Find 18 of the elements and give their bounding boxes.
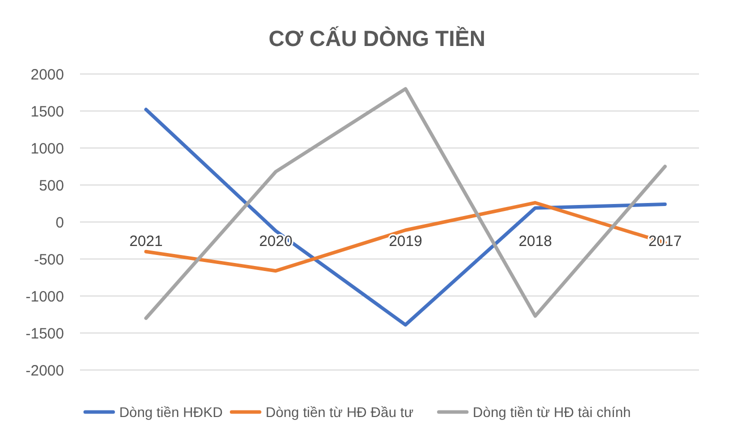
y-tick-label: 1000 (30, 140, 64, 158)
y-tick-label: 500 (38, 177, 64, 194)
y-tick-label: 0 (56, 214, 64, 232)
y-tick-label: 1500 (30, 103, 64, 120)
y-tick-label: -1000 (26, 288, 64, 306)
x-tick-label: 2018 (518, 233, 552, 250)
y-tick-label: 2000 (30, 66, 64, 84)
y-tick-label: -2000 (26, 362, 64, 380)
chart-title: CƠ CẤU DÒNG TIỀN (268, 26, 486, 51)
y-tick-label: -500 (34, 251, 64, 268)
x-tick-label: 2020 (259, 233, 292, 250)
x-tick-label: 2021 (129, 233, 163, 250)
legend-label: Dòng tiền từ HĐ Đầu tư (266, 404, 414, 420)
y-tick-label: -1500 (26, 325, 64, 342)
x-tick-label: 2017 (648, 233, 682, 250)
legend-label: Dòng tiền từ HĐ tài chính (472, 404, 631, 420)
x-tick-label: 2019 (388, 233, 422, 250)
legend-label: Dòng tiền HĐKD (119, 404, 223, 420)
